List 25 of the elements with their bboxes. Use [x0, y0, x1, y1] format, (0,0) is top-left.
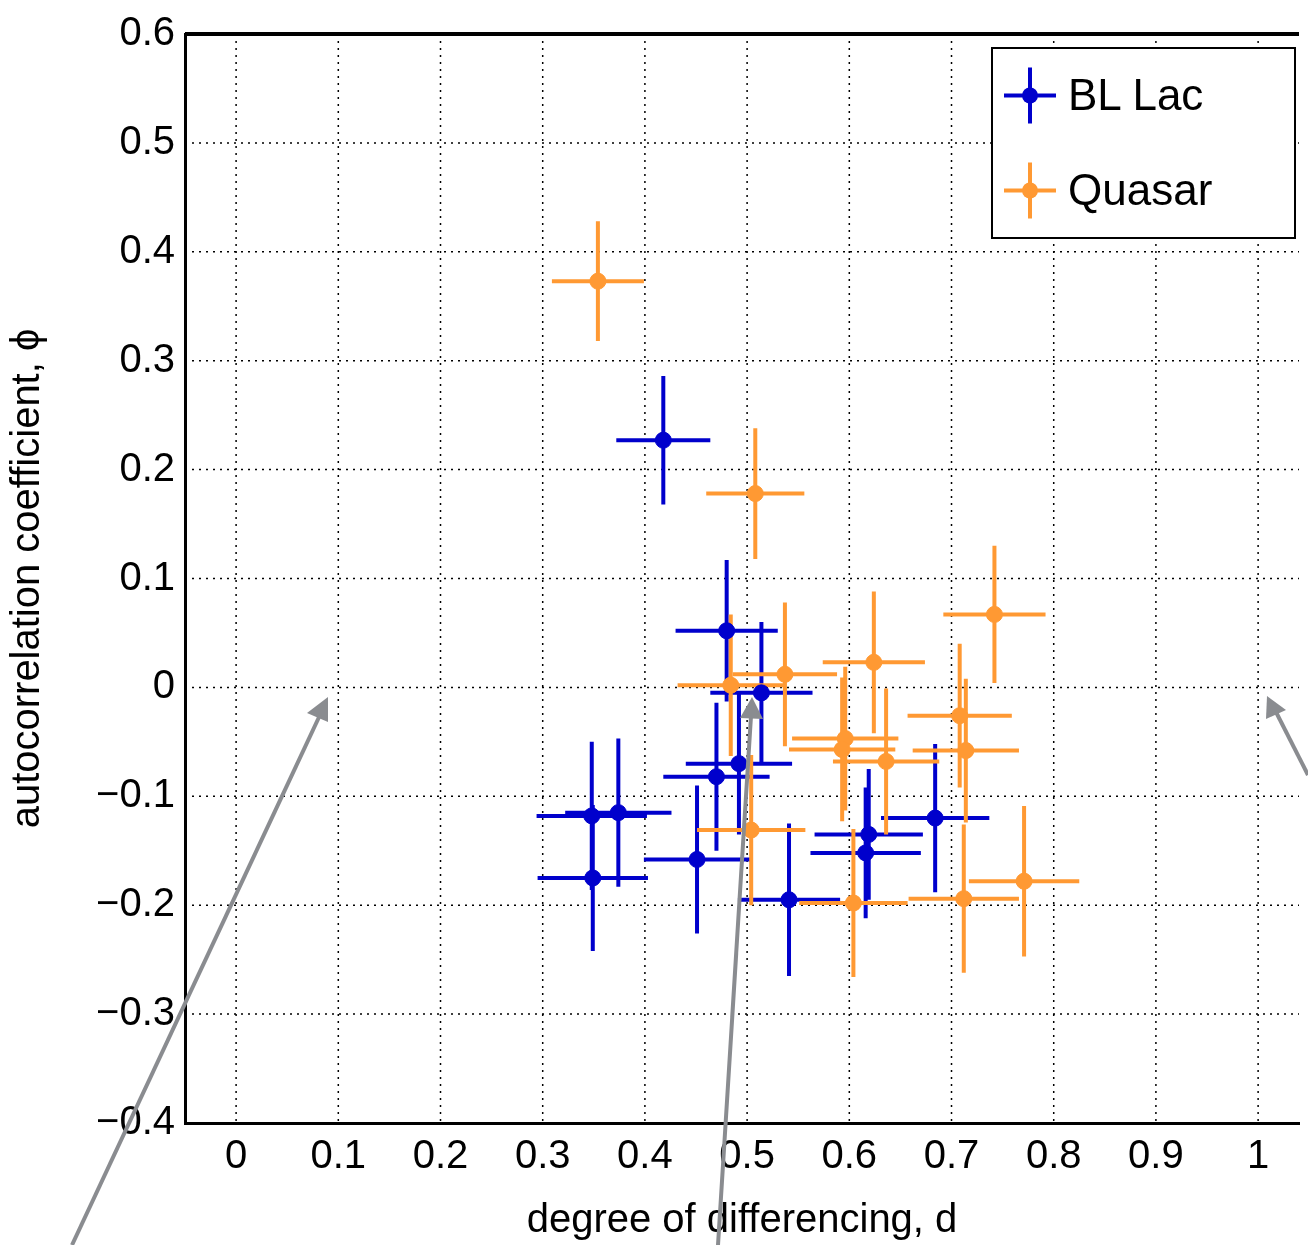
x-tick-label: 0.7 — [923, 1132, 980, 1177]
y-tick-label: 0.2 — [119, 444, 175, 489]
legend-label: BL Lac — [1068, 69, 1204, 119]
y-tick-label: −0.3 — [96, 989, 175, 1034]
x-tick-label: 0.2 — [412, 1132, 469, 1177]
x-tick-label: 0 — [224, 1132, 248, 1177]
x-tick-label: 0.9 — [1128, 1132, 1184, 1177]
x-tick-label: 1 — [1246, 1132, 1270, 1177]
y-tick-label: −0.1 — [96, 771, 175, 816]
y-tick-label: 0.4 — [119, 226, 175, 271]
y-axis-title: autocorrelation coefficient, ϕ — [3, 328, 48, 829]
y-tick-label: 0.6 — [119, 9, 175, 54]
x-tick-label: 0.1 — [310, 1132, 367, 1177]
y-tick-label: 0.1 — [119, 553, 175, 598]
y-tick-label: 0.3 — [119, 335, 175, 380]
y-tick-label: −0.4 — [96, 1098, 175, 1143]
x-tick-label: 0.4 — [617, 1132, 673, 1177]
x-tick-label: 0.6 — [821, 1132, 878, 1177]
x-tick-label: 0.3 — [514, 1132, 571, 1177]
y-tick-label: 0.5 — [119, 117, 175, 162]
y-tick-label: 0 — [152, 662, 175, 707]
legend-label: Quasar — [1068, 164, 1213, 214]
x-tick-label: 0.8 — [1025, 1132, 1082, 1177]
y-tick-label: −0.2 — [96, 880, 175, 925]
x-axis-title: degree of differencing, d — [526, 1196, 958, 1241]
